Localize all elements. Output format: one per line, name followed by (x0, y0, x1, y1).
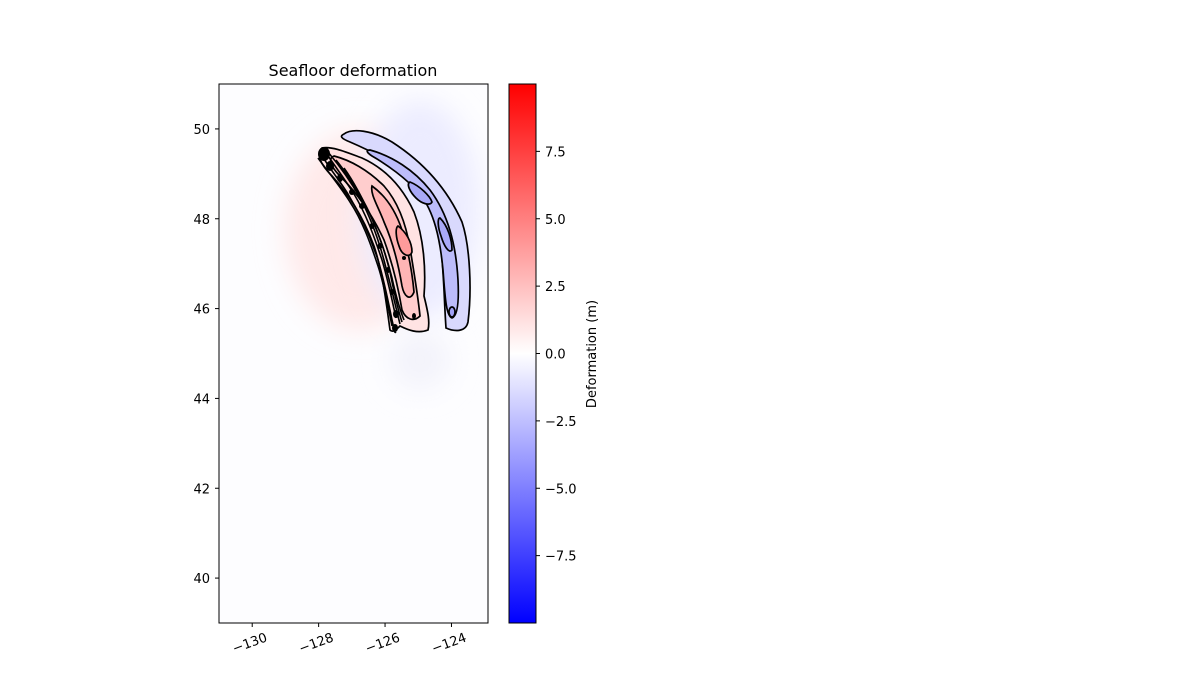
x-axis: −130 −128 −126 −124 (231, 623, 469, 657)
uplift-contour-2 (370, 184, 415, 298)
plot-frame (218, 83, 489, 624)
colorbar: −7.5 −5.0 −2.5 0.0 2.5 5.0 7.5 Deformation (m) (508, 83, 600, 624)
subsidence-contour-3 (437, 217, 453, 252)
colorbar-tick-label: −2.5 (545, 415, 577, 430)
colorbar-tick-label: 2.5 (545, 280, 566, 295)
subsidence-contour-2 (407, 181, 433, 205)
y-tick-label: 46 (193, 303, 210, 318)
halo-south (390, 330, 450, 390)
y-tick-label: 44 (193, 392, 210, 407)
colorbar-tick-label: 5.0 (545, 213, 566, 228)
colorbar-label: Deformation (m) (585, 300, 600, 408)
plot-area (218, 83, 489, 624)
y-axis: 40 42 44 46 48 50 (193, 123, 219, 587)
x-tick-label: −130 (231, 631, 270, 657)
x-tick-label: −124 (430, 631, 469, 657)
y-tick-label: 42 (193, 482, 210, 497)
colorbar-tick-label: 0.0 (545, 348, 566, 363)
uplift-contour-3 (395, 224, 413, 257)
trench-edge-blobs (318, 147, 416, 332)
y-tick-label: 50 (193, 123, 210, 138)
deformation-field (285, 100, 480, 390)
colorbar-gradient (508, 83, 537, 624)
y-tick-label: 40 (193, 572, 210, 587)
chart-title: Seafloor deformation (269, 61, 438, 80)
colorbar-ticks: −7.5 −5.0 −2.5 0.0 2.5 5.0 7.5 (536, 145, 577, 565)
colorbar-tick-label: 7.5 (545, 145, 566, 160)
subsidence-contour-4 (448, 306, 456, 318)
y-tick-label: 48 (193, 213, 210, 228)
x-tick-label: −126 (364, 631, 403, 657)
x-tick-label: −128 (297, 631, 336, 657)
colorbar-tick-label: −7.5 (545, 550, 577, 565)
colorbar-tick-label: −5.0 (545, 482, 577, 497)
